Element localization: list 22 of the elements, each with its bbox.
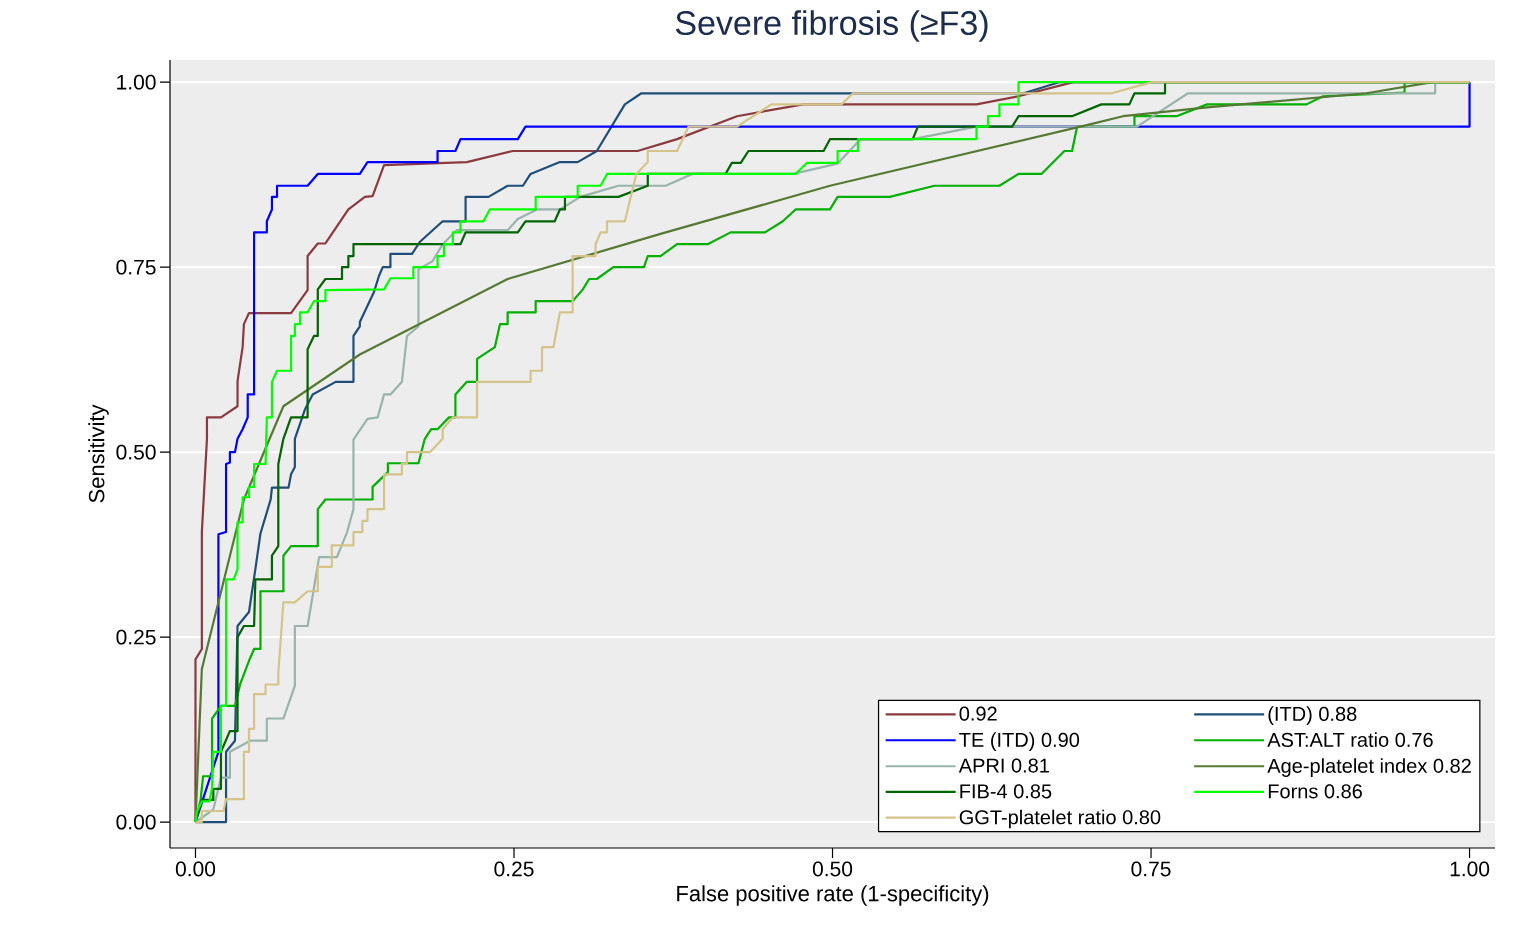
- y-tick-label: 0.25: [116, 629, 156, 645]
- x-axis-title: False positive rate (1-specificity): [677, 885, 989, 906]
- legend-label: 0.92: [959, 706, 997, 721]
- y-tick-label: 0.00: [116, 814, 156, 830]
- y-tick-label: 1.00: [117, 74, 156, 90]
- legend-label: AST:ALT ratio 0.76: [1267, 732, 1433, 747]
- x-tick-label: 0.50: [812, 861, 853, 877]
- y-tick-label: 0.75: [116, 259, 156, 275]
- x-tick-label: 0.25: [494, 861, 534, 877]
- y-axis-title: Sensitivity: [88, 404, 109, 503]
- legend-label: TE (ITD) 0.90: [959, 732, 1080, 751]
- legend-label: Forns 0.86: [1268, 784, 1362, 799]
- legend-label: (ITD) 0.88: [1268, 706, 1357, 725]
- legend-label: Age-platelet index 0.82: [1267, 758, 1471, 777]
- legend-label: FIB-4 0.85: [960, 784, 1052, 799]
- x-tick-label: 0.00: [175, 861, 216, 877]
- y-tick-label: 0.50: [116, 444, 156, 460]
- legend-label: GGT-platelet ratio 0.80: [959, 809, 1161, 829]
- chart-title: Severe fibrosis (≥F3): [675, 10, 988, 42]
- x-tick-label: 1.00: [1450, 861, 1490, 877]
- legend-label: APRI 0.81: [958, 758, 1049, 773]
- x-tick-label: 0.75: [1131, 861, 1171, 877]
